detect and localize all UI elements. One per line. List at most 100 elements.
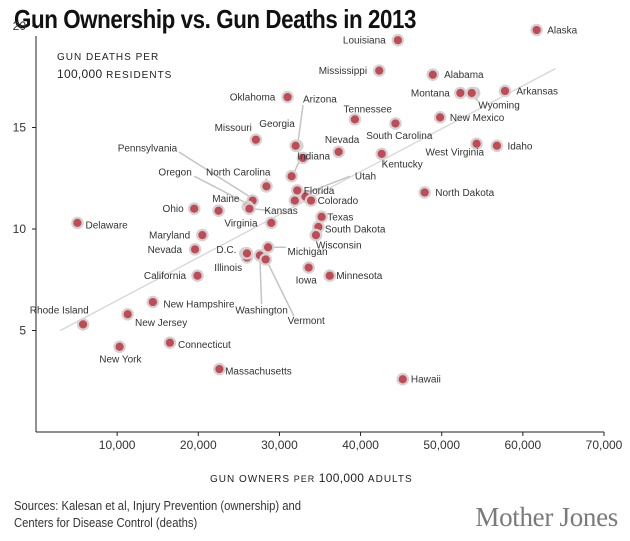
sources-line1: Sources: Kalesan et al, Injury Preventio… xyxy=(14,499,302,513)
point-label: Nevada xyxy=(325,135,360,146)
data-point xyxy=(285,169,298,183)
data-point xyxy=(470,137,483,151)
point-label: Wisconsin xyxy=(316,241,362,252)
data-point xyxy=(146,295,160,309)
data-point xyxy=(302,261,315,274)
data-point xyxy=(240,247,254,260)
point-label: South Carolina xyxy=(366,131,433,142)
point-label: Texas xyxy=(327,212,353,223)
data-point xyxy=(213,362,226,376)
data-point xyxy=(530,23,543,37)
x-tick-label: 70,000 xyxy=(586,438,623,452)
data-point xyxy=(465,86,479,100)
point-label: Iowa xyxy=(296,275,318,286)
data-point xyxy=(433,111,447,124)
point-label: Maine xyxy=(212,194,240,205)
point-label: Virginia xyxy=(224,218,258,229)
point-label: Minnesota xyxy=(336,271,383,282)
point-label: Arizona xyxy=(303,95,337,106)
point-label: Louisiana xyxy=(343,36,386,47)
y-tick-label: 5 xyxy=(19,324,26,338)
point-label: New Mexico xyxy=(450,113,505,124)
x-tick-label: 40,000 xyxy=(342,438,379,452)
data-point xyxy=(113,340,126,354)
point-label: Utah xyxy=(355,172,376,183)
point-label: Illinois xyxy=(214,263,242,274)
data-point xyxy=(315,210,328,224)
point-label: Rhode Island xyxy=(30,306,89,317)
point-label: Vermont xyxy=(288,316,325,327)
data-point xyxy=(187,202,201,215)
data-point xyxy=(418,186,431,199)
point-label: Tennessee xyxy=(344,105,393,116)
point-label: Connecticut xyxy=(178,340,231,351)
point-label: Georgia xyxy=(259,119,295,130)
point-label: Kansas xyxy=(264,206,297,217)
data-point xyxy=(261,240,275,254)
x-tick-label: 20,000 xyxy=(180,438,217,452)
point-label: North Dakota xyxy=(435,188,494,199)
point-label: Indiana xyxy=(297,151,330,162)
leader-line xyxy=(259,259,263,305)
data-point xyxy=(323,269,337,282)
point-label: Massachusetts xyxy=(225,367,292,378)
x-tick-label: 60,000 xyxy=(505,438,542,452)
point-label: D.C. xyxy=(216,245,236,256)
y-tick-label: 10 xyxy=(13,222,27,236)
data-point xyxy=(121,307,134,321)
data-point xyxy=(281,90,294,104)
point-label: Montana xyxy=(411,88,450,99)
point-label: Michigan xyxy=(288,247,328,258)
data-point xyxy=(212,204,225,218)
data-point xyxy=(498,84,512,98)
data-point xyxy=(71,216,84,230)
point-label: Mississippi xyxy=(319,66,367,77)
data-point xyxy=(389,117,402,130)
sources-line2: Centers for Disease Control (deaths) xyxy=(14,516,198,530)
data-point xyxy=(289,139,302,153)
leader-line xyxy=(307,175,351,194)
point-label: Arkansas xyxy=(516,86,558,97)
chart-title: Gun Ownership vs. Gun Deaths in 2013 xyxy=(14,4,417,34)
point-label: Wyoming xyxy=(478,101,520,112)
leader-line xyxy=(267,263,295,317)
point-label: Alaska xyxy=(547,26,577,37)
point-label: Delaware xyxy=(85,220,128,231)
data-point xyxy=(296,151,310,165)
data-point xyxy=(243,202,256,215)
point-label: Missouri xyxy=(215,123,252,134)
data-point xyxy=(454,86,467,100)
data-point xyxy=(76,318,90,331)
data-point xyxy=(391,33,405,47)
data-point xyxy=(375,147,388,161)
x-tick-label: 50,000 xyxy=(423,438,460,452)
point-label: Hawaii xyxy=(411,375,441,386)
point-label: California xyxy=(144,271,187,282)
data-point xyxy=(490,139,504,153)
data-point xyxy=(265,216,278,230)
point-label: New Hampshire xyxy=(163,300,235,311)
point-label: West Virginia xyxy=(425,147,484,158)
point-label: Alabama xyxy=(444,70,484,81)
y-axis-label-line2: 100,000 RESIDENTS xyxy=(57,67,172,81)
point-label: Oklahoma xyxy=(230,93,276,104)
data-point xyxy=(309,228,323,242)
data-point xyxy=(196,228,209,242)
data-point xyxy=(260,180,273,193)
leader-line xyxy=(178,151,250,198)
point-label: Oregon xyxy=(158,168,191,179)
data-point xyxy=(290,184,304,197)
y-tick-label: 15 xyxy=(13,121,27,135)
leader-line xyxy=(297,105,304,142)
data-point xyxy=(288,194,302,207)
point-label: Maryland xyxy=(149,231,190,242)
data-point xyxy=(163,336,177,349)
point-label: New York xyxy=(99,354,142,365)
x-axis-label: GUN OWNERS PER 100,000 ADULTS xyxy=(210,471,413,485)
point-label: South Dakota xyxy=(325,225,386,236)
x-tick-label: 30,000 xyxy=(261,438,298,452)
data-point xyxy=(348,113,362,126)
data-point xyxy=(372,64,386,77)
point-label: Florida xyxy=(304,186,335,197)
